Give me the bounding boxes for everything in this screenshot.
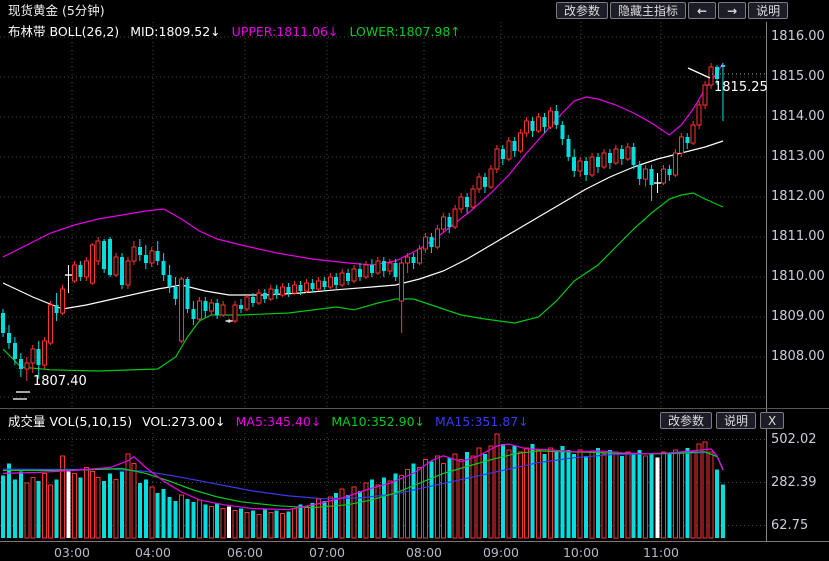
price-axis-label: 1816.00: [771, 29, 825, 44]
price-chart-canvas[interactable]: [0, 22, 766, 408]
volume-axis-label: 62.75: [771, 517, 809, 533]
volume-change-params-button[interactable]: 改参数: [660, 412, 713, 429]
volume-close-button[interactable]: X: [760, 412, 785, 429]
volume-ma15-value: MA15:351.87↓: [435, 414, 529, 429]
volume-ma10-value: MA10:352.90↓: [331, 414, 426, 429]
price-axis-label: 1808.00: [771, 349, 825, 364]
price-axis-label: 1812.00: [771, 189, 825, 204]
time-axis-label: 08:00: [405, 545, 443, 560]
hide-main-indicator-button[interactable]: 隐藏主指标: [610, 2, 687, 19]
volume-axis-label: 502.02: [771, 431, 817, 447]
boll-indicator-name: 布林带 BOLL(26,2): [8, 24, 120, 39]
price-axis: 1816.00 1815.00 1814.00 1813.00 1812.00 1811.…: [766, 22, 829, 541]
price-axis-label: 1811.00: [771, 229, 825, 244]
last-price-label: 1815.25: [714, 80, 768, 95]
price-axis-label: 1809.00: [771, 309, 825, 324]
boll-upper-value: UPPER:1811.06↓: [231, 24, 339, 39]
volume-ma5-value: MA5:345.40↓: [235, 414, 322, 429]
boll-indicator-header: 布林带 BOLL(26,2) MID:1809.52↓ UPPER:1811.06↓…: [8, 22, 472, 42]
title-bar: 现货黄金 (5分钟) 改参数 隐藏主指标 ← → 说明: [0, 0, 829, 21]
price-axis-label: 1815.00: [771, 69, 825, 84]
time-axis-label: 09:00: [482, 545, 520, 560]
scroll-left-icon[interactable]: ←: [688, 2, 717, 19]
change-params-button[interactable]: 改参数: [556, 2, 609, 19]
time-axis-label: 10:00: [562, 545, 600, 560]
volume-indicator-name: 成交量 VOL(5,10,15): [8, 414, 133, 429]
boll-mid-value: MID:1809.52↓: [130, 24, 221, 39]
volume-value: VOL:273.00↓: [142, 414, 226, 429]
symbol-title: 现货黄金 (5分钟): [8, 3, 105, 18]
help-button[interactable]: 说明: [748, 2, 789, 19]
volume-chart-canvas[interactable]: [0, 433, 766, 540]
volume-toolbar: 改参数 说明 X: [660, 412, 785, 429]
price-axis-label: 1810.00: [771, 269, 825, 284]
time-axis-label: 03:00: [53, 545, 91, 560]
volume-header-texts: 成交量 VOL(5,10,15) VOL:273.00↓ MA5:345.40↓ MA…: [8, 409, 539, 434]
main-toolbar: 改参数 隐藏主指标 ← → 说明: [556, 2, 789, 19]
scroll-right-icon[interactable]: →: [718, 2, 747, 19]
boll-lower-value: LOWER:1807.98↑: [349, 24, 461, 39]
price-axis-label: 1813.00: [771, 149, 825, 164]
volume-help-button[interactable]: 说明: [716, 412, 757, 429]
price-axis-label: 1814.00: [771, 109, 825, 124]
volume-indicator-header: 成交量 VOL(5,10,15) VOL:273.00↓ MA5:345.40↓ MA…: [0, 408, 829, 433]
session-low-label: 1807.40: [33, 374, 87, 389]
time-axis-label: 11:00: [642, 545, 680, 560]
volume-axis-label: 282.39: [771, 474, 817, 490]
time-axis-label: 06:00: [226, 545, 264, 560]
time-axis-label: 07:00: [308, 545, 346, 560]
time-axis-label: 04:00: [134, 545, 172, 560]
time-axis: 03:00 04:00 06:00 07:00 08:00 09:00 10:00 11:00: [0, 541, 829, 561]
